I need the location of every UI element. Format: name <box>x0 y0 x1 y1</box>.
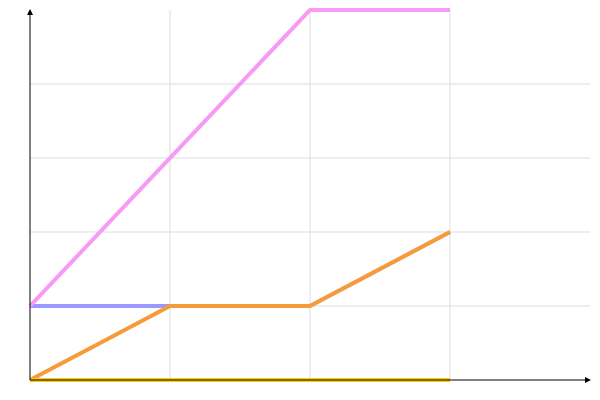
grid <box>29 10 590 381</box>
line-series <box>29 230 451 382</box>
line-series <box>30 230 451 308</box>
line-series <box>28 8 450 308</box>
plot-area <box>28 8 451 382</box>
